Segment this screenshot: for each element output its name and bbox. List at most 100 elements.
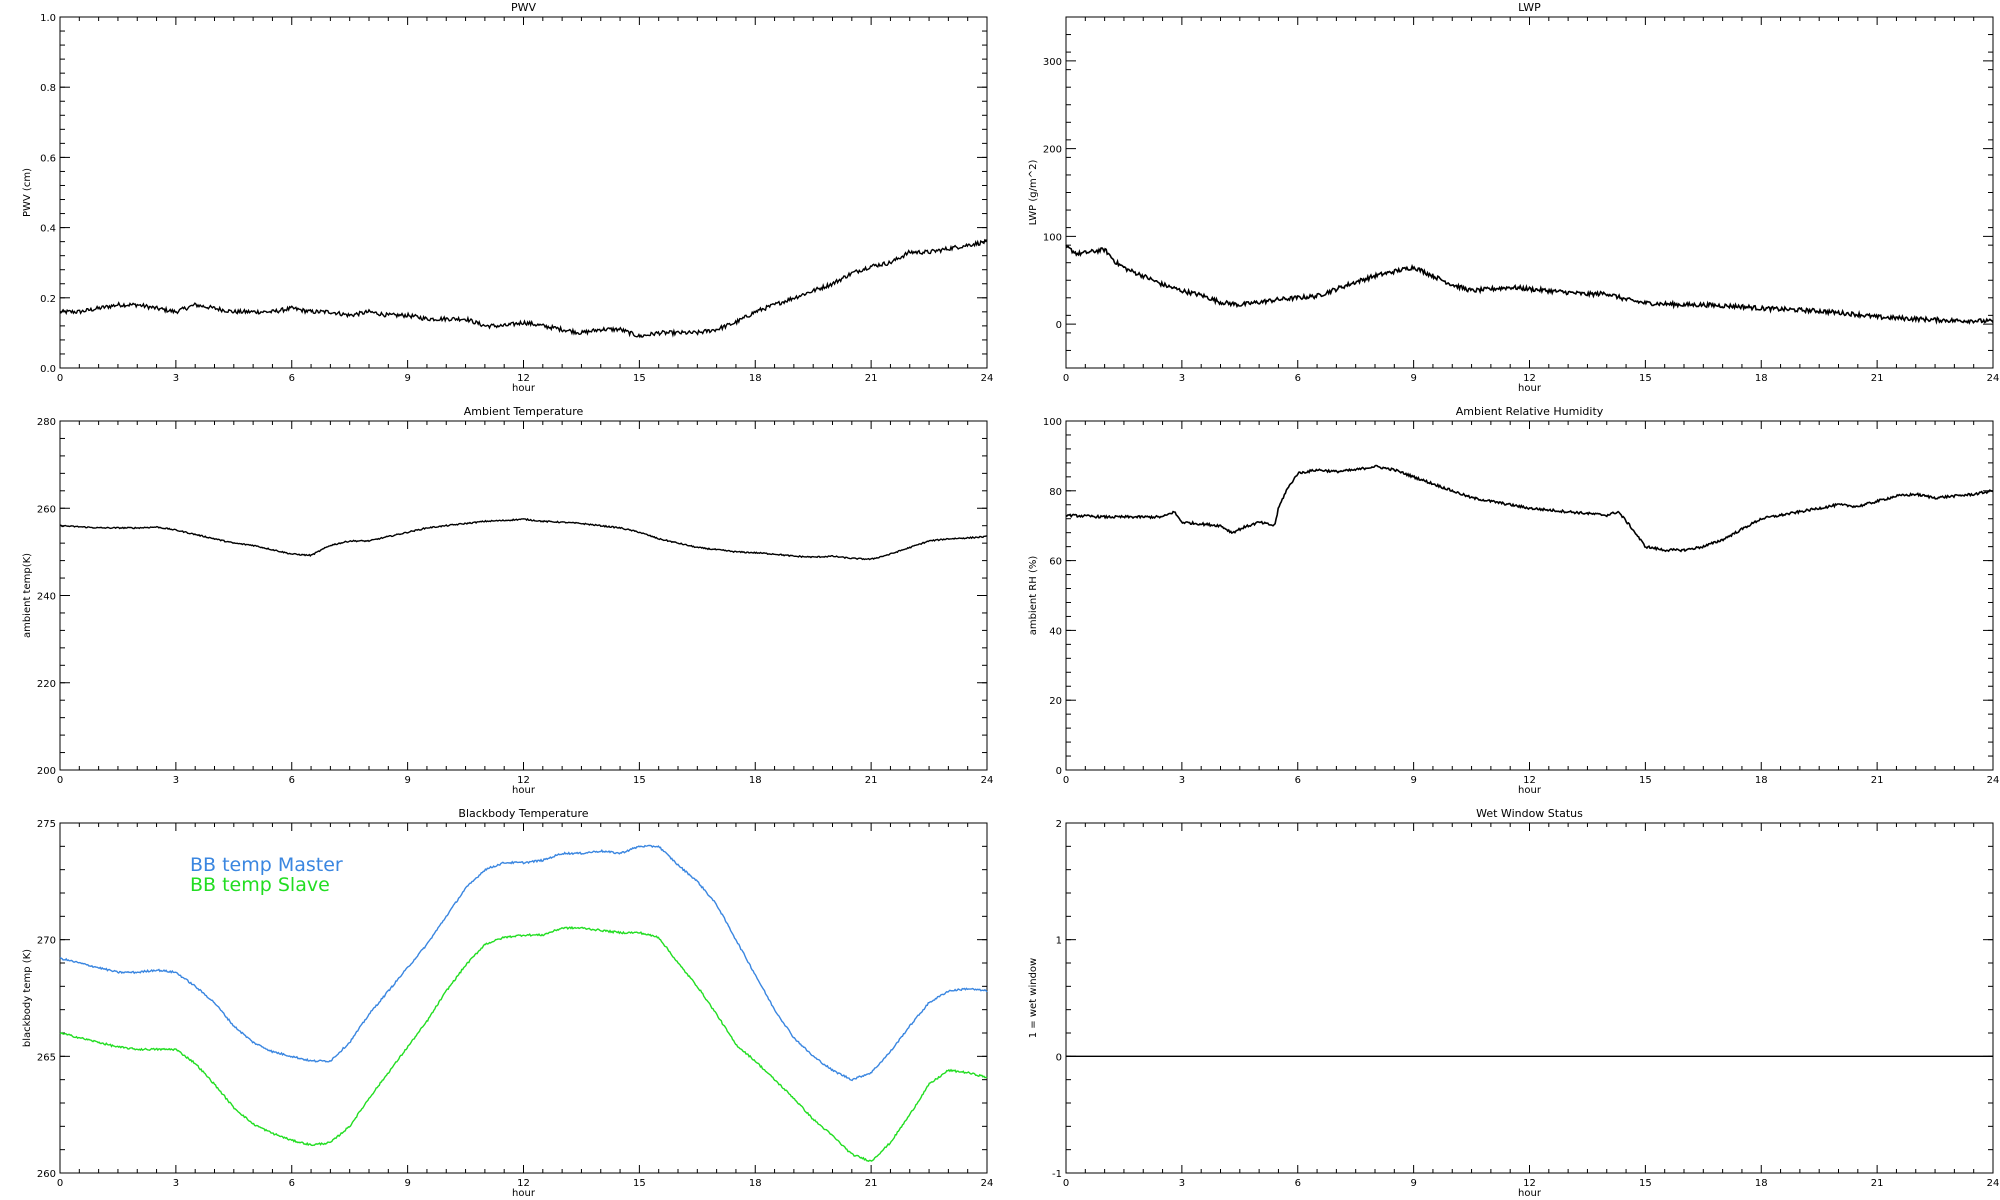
x-axis-label: hour xyxy=(1518,383,1542,394)
x-tick-label: 12 xyxy=(1523,1178,1536,1189)
x-tick-label: 12 xyxy=(1523,373,1536,384)
x-tick-label: 0 xyxy=(1063,1178,1069,1189)
x-tick-label: 24 xyxy=(1987,775,2000,786)
y-tick-label: 0 xyxy=(1056,766,1062,777)
x-tick-label: 6 xyxy=(289,775,295,786)
y-axis-label: blackbody temp (K) xyxy=(22,949,33,1047)
x-tick-label: 21 xyxy=(865,1178,878,1189)
y-tick-label: 200 xyxy=(37,766,56,777)
chart-title: LWP xyxy=(1518,1,1541,14)
x-tick-label: 24 xyxy=(1987,1178,2000,1189)
y-tick-label: 200 xyxy=(1043,145,1062,156)
y-tick-label: 0.2 xyxy=(40,294,56,305)
y-tick-label: 220 xyxy=(37,679,56,690)
y-axis-label: LWP (g/m^2) xyxy=(1028,160,1039,226)
plot-frame xyxy=(59,16,988,369)
y-tick-label: 260 xyxy=(37,1169,56,1180)
y-tick-label: 0.6 xyxy=(40,153,56,164)
x-tick-label: 18 xyxy=(749,373,762,384)
x-tick-label: 21 xyxy=(1871,373,1884,384)
x-tick-label: 18 xyxy=(1755,373,1768,384)
x-tick-label: 3 xyxy=(1179,1178,1185,1189)
chart-title: Wet Window Status xyxy=(1476,807,1583,820)
y-tick-label: 0 xyxy=(1056,1052,1062,1063)
x-tick-label: 24 xyxy=(981,373,994,384)
x-tick-label: 18 xyxy=(1755,1178,1768,1189)
y-tick-label: 300 xyxy=(1043,57,1062,68)
x-tick-label: 6 xyxy=(289,1178,295,1189)
x-tick-label: 9 xyxy=(404,373,410,384)
x-tick-label: 21 xyxy=(865,373,878,384)
x-tick-label: 12 xyxy=(517,775,530,786)
x-tick-label: 12 xyxy=(517,1178,530,1189)
series-line-1 xyxy=(1065,244,1994,325)
x-tick-label: 15 xyxy=(1639,1178,1652,1189)
x-tick-label: 9 xyxy=(404,1178,410,1189)
legend-entry: BB temp Master xyxy=(190,854,343,876)
x-tick-label: 18 xyxy=(749,1178,762,1189)
y-tick-label: 60 xyxy=(1049,557,1062,568)
plot-frame xyxy=(1065,822,1994,1174)
x-tick-label: 0 xyxy=(1063,373,1069,384)
y-tick-label: 2 xyxy=(1056,819,1062,830)
x-tick-label: 12 xyxy=(517,373,530,384)
series-line-2 xyxy=(59,925,988,1162)
chart-title: PWV xyxy=(511,1,537,14)
x-tick-label: 6 xyxy=(1295,1178,1301,1189)
plot-frame xyxy=(1065,420,1994,771)
x-axis-label: hour xyxy=(1518,1188,1542,1199)
chart-panel-2: LWP 0 3 6 9 12 15 18 21 24 hour 0 100 200 300 LWP (g/m^… xyxy=(1028,1,1999,394)
x-tick-label: 21 xyxy=(865,775,878,786)
y-tick-label: 80 xyxy=(1049,487,1062,498)
x-tick-label: 18 xyxy=(1755,775,1768,786)
y-tick-label: 270 xyxy=(37,936,56,947)
y-tick-label: 265 xyxy=(37,1052,56,1063)
x-tick-label: 6 xyxy=(1295,775,1301,786)
x-tick-label: 3 xyxy=(173,775,179,786)
y-tick-label: 0.8 xyxy=(40,83,56,94)
series-line-1 xyxy=(59,844,988,1082)
y-axis-label: ambient temp(K) xyxy=(22,553,33,638)
series-line-1 xyxy=(59,517,988,561)
x-axis-label: hour xyxy=(1518,785,1542,796)
x-tick-label: 24 xyxy=(981,775,994,786)
x-tick-label: 15 xyxy=(633,775,646,786)
chart-panel-1: PWV 0 3 6 9 12 15 18 21 24 hour 0.0 0.2 0.4 0.6 0.8 1.0 P… xyxy=(22,1,993,394)
chart-title: Ambient Relative Humidity xyxy=(1456,405,1604,418)
x-tick-label: 0 xyxy=(57,373,63,384)
x-tick-label: 9 xyxy=(1410,1178,1416,1189)
series-line-1 xyxy=(1065,464,1994,553)
chart-title: Blackbody Temperature xyxy=(458,807,588,820)
y-tick-label: 275 xyxy=(37,819,56,830)
y-tick-label: 260 xyxy=(37,504,56,515)
y-tick-label: 40 xyxy=(1049,626,1062,637)
x-tick-label: 9 xyxy=(1410,775,1416,786)
y-axis-label: ambient RH (%) xyxy=(1028,556,1039,636)
x-tick-label: 15 xyxy=(633,1178,646,1189)
plot-frame xyxy=(59,420,988,771)
y-tick-label: 1.0 xyxy=(40,13,56,24)
x-tick-label: 0 xyxy=(1063,775,1069,786)
x-axis-label: hour xyxy=(512,1188,536,1199)
x-tick-label: 6 xyxy=(1295,373,1301,384)
y-axis-label: PWV (cm) xyxy=(22,168,33,217)
y-tick-label: 280 xyxy=(37,417,56,428)
series-line-1 xyxy=(59,238,988,339)
x-axis-label: hour xyxy=(512,785,536,796)
x-axis-label: hour xyxy=(512,383,536,394)
x-tick-label: 0 xyxy=(57,1178,63,1189)
x-tick-label: 21 xyxy=(1871,775,1884,786)
y-tick-label: 0.0 xyxy=(40,364,56,375)
x-tick-label: 12 xyxy=(1523,775,1536,786)
y-tick-label: 0 xyxy=(1056,320,1062,331)
x-tick-label: 15 xyxy=(633,373,646,384)
y-tick-label: 240 xyxy=(37,592,56,603)
y-tick-label: 100 xyxy=(1043,232,1062,243)
y-axis-label: 1 = wet window xyxy=(1028,958,1039,1038)
x-tick-label: 24 xyxy=(981,1178,994,1189)
x-tick-label: 3 xyxy=(1179,373,1185,384)
x-tick-label: 6 xyxy=(289,373,295,384)
y-tick-label: 1 xyxy=(1056,936,1062,947)
chart-panel-3: Ambient Temperature 0 3 6 9 12 15 18 21 24 hour 200… xyxy=(22,405,993,796)
